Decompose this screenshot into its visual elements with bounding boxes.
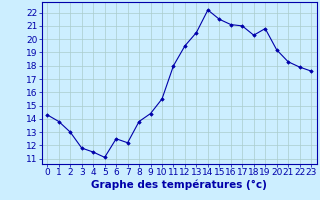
X-axis label: Graphe des températures (°c): Graphe des températures (°c) (91, 180, 267, 190)
